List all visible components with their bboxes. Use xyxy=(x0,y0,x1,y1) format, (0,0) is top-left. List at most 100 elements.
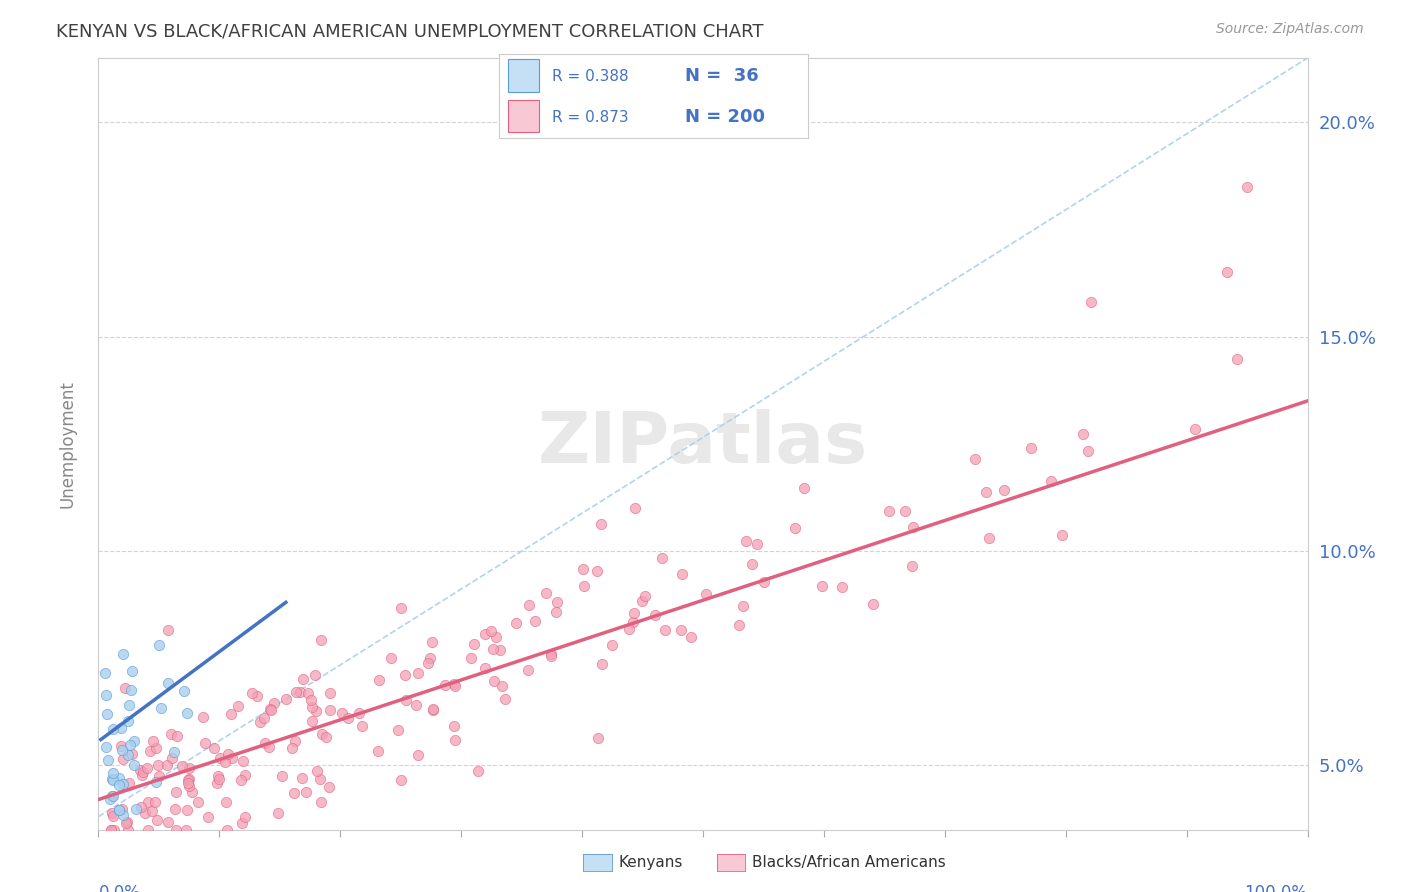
Point xyxy=(177,772,200,787)
Point xyxy=(117,822,139,837)
Point xyxy=(146,757,169,772)
Point xyxy=(299,692,322,706)
Point xyxy=(631,593,654,607)
Point xyxy=(419,650,441,665)
Text: Source: ZipAtlas.com: Source: ZipAtlas.com xyxy=(1216,22,1364,37)
Point xyxy=(977,531,1000,545)
Point xyxy=(474,661,496,675)
Point xyxy=(111,777,134,791)
Point xyxy=(145,775,167,789)
Point xyxy=(318,780,340,795)
Point xyxy=(267,805,290,820)
Point xyxy=(304,668,326,682)
Point xyxy=(122,758,145,772)
Point xyxy=(654,624,676,638)
Point xyxy=(1019,442,1042,456)
Point xyxy=(315,730,337,744)
Point xyxy=(115,815,138,830)
Point xyxy=(292,673,315,687)
Point xyxy=(249,715,271,730)
Text: R = 0.873: R = 0.873 xyxy=(551,110,628,125)
Point xyxy=(131,768,153,782)
Point xyxy=(229,772,252,787)
Point xyxy=(901,519,924,533)
Point xyxy=(208,772,231,786)
Point xyxy=(517,598,540,612)
Point xyxy=(122,734,145,748)
Point xyxy=(1071,427,1094,442)
Point xyxy=(160,750,183,764)
Point xyxy=(311,727,333,741)
Point xyxy=(232,754,254,768)
Text: 0.0%: 0.0% xyxy=(98,884,141,892)
Point xyxy=(136,822,159,837)
Point xyxy=(110,739,132,753)
Point xyxy=(221,750,243,764)
Point xyxy=(205,775,228,789)
Point xyxy=(253,711,276,725)
Point xyxy=(540,647,562,661)
Point xyxy=(347,706,370,720)
Point xyxy=(1080,295,1102,310)
Text: Kenyans: Kenyans xyxy=(619,855,683,870)
Point xyxy=(114,681,136,696)
Point xyxy=(246,689,269,703)
Point xyxy=(219,706,242,721)
Point xyxy=(467,764,489,779)
Point xyxy=(174,822,197,837)
Point xyxy=(491,680,513,694)
Point xyxy=(416,656,439,670)
Point xyxy=(731,599,754,614)
Point xyxy=(877,504,900,518)
Point xyxy=(534,586,557,600)
Point xyxy=(586,731,609,746)
Point xyxy=(117,714,139,729)
Point xyxy=(463,637,485,651)
Point xyxy=(671,623,693,637)
Point xyxy=(389,601,412,615)
Point xyxy=(380,651,402,665)
Point xyxy=(523,614,546,628)
Point xyxy=(297,686,319,700)
Point xyxy=(233,768,256,782)
Point xyxy=(681,630,703,644)
Point xyxy=(108,803,131,817)
Point xyxy=(197,810,219,824)
Point xyxy=(111,808,134,822)
Point xyxy=(233,810,256,824)
Point xyxy=(485,630,508,644)
Point xyxy=(420,635,443,649)
Point xyxy=(1077,443,1099,458)
Point xyxy=(101,722,124,736)
Point xyxy=(747,537,769,551)
Point xyxy=(156,624,179,638)
Point xyxy=(901,559,924,574)
Point xyxy=(259,702,281,716)
Point xyxy=(301,714,323,728)
Point xyxy=(1040,474,1063,488)
FancyBboxPatch shape xyxy=(509,100,540,132)
Point xyxy=(101,789,124,804)
Point xyxy=(108,778,131,792)
Point xyxy=(783,521,806,535)
Point xyxy=(176,803,198,817)
Point xyxy=(240,686,263,700)
Point xyxy=(572,579,595,593)
Point xyxy=(993,483,1015,497)
Point xyxy=(125,802,148,816)
Point xyxy=(173,683,195,698)
Point xyxy=(94,688,117,702)
Text: ZIPatlas: ZIPatlas xyxy=(538,409,868,478)
Point xyxy=(179,779,201,793)
Point xyxy=(336,711,359,725)
Point xyxy=(741,557,763,571)
Point xyxy=(319,703,342,717)
Point xyxy=(129,799,152,814)
Text: KENYAN VS BLACK/AFRICAN AMERICAN UNEMPLOYMENT CORRELATION CHART: KENYAN VS BLACK/AFRICAN AMERICAN UNEMPLO… xyxy=(56,22,763,40)
Point xyxy=(100,822,122,837)
Point xyxy=(284,685,307,699)
Point xyxy=(226,698,249,713)
Point xyxy=(288,684,311,698)
Point xyxy=(101,789,124,803)
Point xyxy=(1236,179,1258,194)
